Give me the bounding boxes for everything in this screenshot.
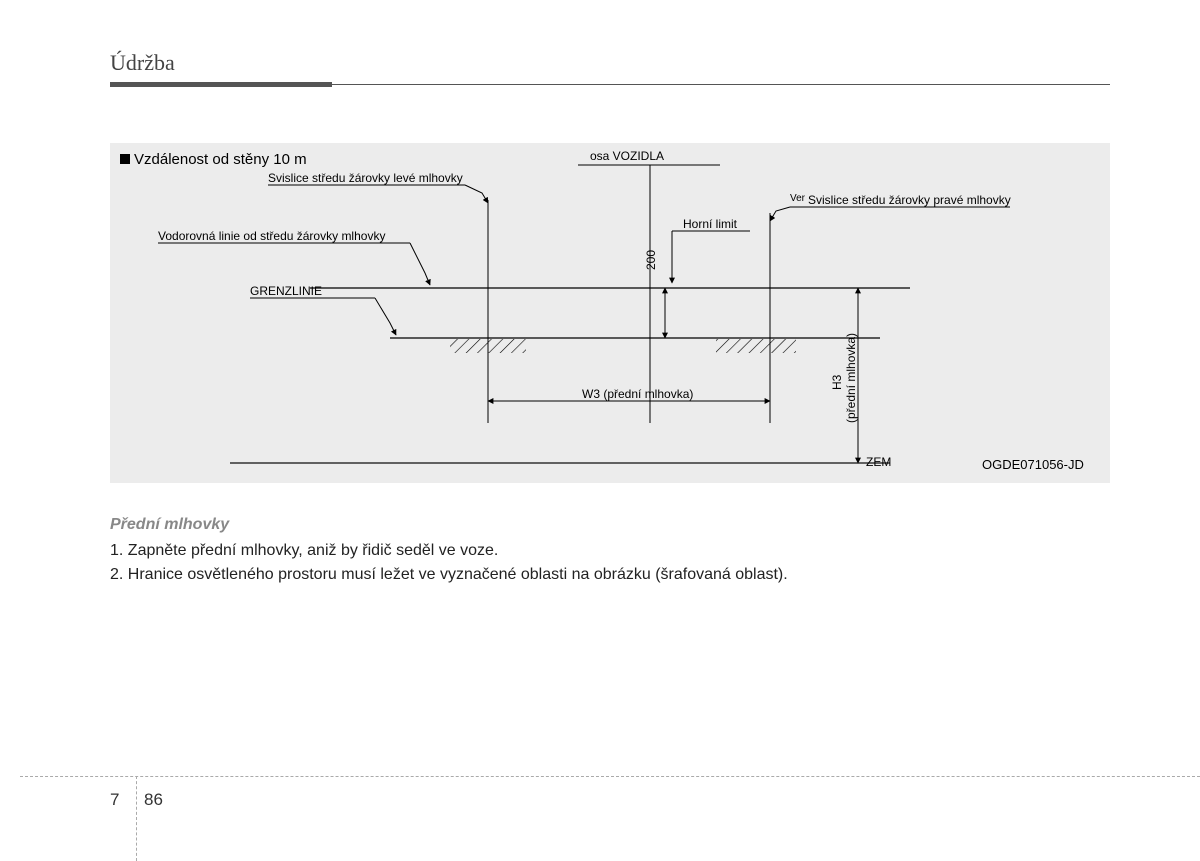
diagram-code: OGDE071056-JD [982, 457, 1084, 472]
page-title: Údržba [110, 50, 1110, 80]
label-zem: ZEM [866, 455, 891, 469]
page-footer: 7 86 [0, 776, 1200, 861]
label-w3: W3 (přední mlhovka) [582, 387, 693, 401]
page-number-chapter: 7 [110, 790, 119, 810]
label-vodorovna: Vodorovná linie od středu žárovky mlhovk… [158, 229, 385, 243]
header-rule [110, 82, 1110, 88]
label-svislice-right: Svislice středu žárovky pravé mlhovky [808, 193, 1011, 207]
foglamp-diagram: Vzdálenost od stěny 10 m [110, 143, 1110, 483]
label-grenz: GRENZLINIE [250, 284, 322, 298]
label-osa: osa VOZIDLA [590, 149, 664, 163]
subheading: Přední mlhovky [110, 513, 1110, 537]
page-number: 86 [144, 790, 163, 810]
label-svislice-left: Svislice středu žárovky levé mlhovky [268, 171, 463, 185]
label-horni-limit: Horní limit [683, 217, 737, 231]
label-ver-prefix: Ver [790, 193, 805, 204]
body-line-1: 1. Zapněte přední mlhovky, aniž by řidič… [110, 539, 1110, 563]
label-200: 200 [644, 250, 658, 270]
label-h3-1: H3 [830, 375, 844, 390]
body-text: Přední mlhovky 1. Zapněte přední mlhovky… [110, 513, 1110, 587]
body-line-2: 2. Hranice osvětleného prostoru musí lež… [110, 563, 1110, 587]
label-h3-2: (přední mlhovka) [844, 333, 858, 423]
